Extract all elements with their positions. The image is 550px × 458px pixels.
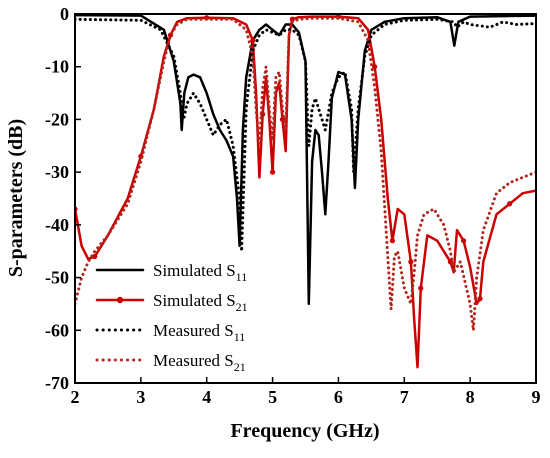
y-tick-label: -20 xyxy=(45,109,69,129)
x-axis-title: Frequency (GHz) xyxy=(230,420,379,442)
series-point-1 xyxy=(372,64,378,70)
x-tick-label: 7 xyxy=(400,387,409,407)
legend-label: Measured S11 xyxy=(153,321,245,344)
x-tick-label: 9 xyxy=(532,387,541,407)
series-point-1 xyxy=(92,253,98,260)
y-tick-label: -70 xyxy=(45,373,69,393)
y-tick-label: -50 xyxy=(45,268,69,288)
legend-marker xyxy=(116,296,124,304)
legend-label: Measured S21 xyxy=(153,351,246,374)
series-line-2 xyxy=(75,17,536,253)
series-point-1 xyxy=(289,16,295,22)
y-axis-title: S-parameters (dB) xyxy=(5,119,27,277)
series-line-0 xyxy=(75,14,536,306)
y-tick-label: -60 xyxy=(45,320,69,340)
plot-frame xyxy=(74,13,537,384)
legend-label: Simulated S11 xyxy=(153,261,247,284)
x-tick-label: 5 xyxy=(268,387,277,407)
series-point-1 xyxy=(460,238,467,244)
series-point-1 xyxy=(477,296,483,302)
series-line-3 xyxy=(75,16,536,332)
x-tick-label: 3 xyxy=(136,387,145,407)
x-tick-label: 6 xyxy=(334,387,343,407)
series-layer xyxy=(75,14,536,369)
x-tick-label: 2 xyxy=(71,387,80,407)
series-point-1 xyxy=(507,201,513,207)
axes-layer: 2 3 4 5 6 7 8 9 0 -10 -20 -30 -40 -50 -60 -70 xyxy=(45,4,541,407)
series-point-1 xyxy=(389,238,396,244)
series-point-1 xyxy=(418,285,424,291)
legend-label: Simulated S21 xyxy=(153,291,248,314)
x-tick-label: 4 xyxy=(202,387,211,407)
series-line-1 xyxy=(75,15,536,369)
legend: Simulated S11 Simulated S21 Measured S11 Me… xyxy=(95,261,248,374)
series-point-1 xyxy=(250,37,256,43)
y-tick-label: -10 xyxy=(45,57,69,77)
x-tick-label: 8 xyxy=(466,387,475,407)
y-tick-label: 0 xyxy=(60,4,69,24)
series-point-1 xyxy=(408,259,414,265)
series-point-1 xyxy=(269,169,276,175)
y-tick-label: -40 xyxy=(45,215,69,235)
y-tick-label: -30 xyxy=(45,162,69,182)
